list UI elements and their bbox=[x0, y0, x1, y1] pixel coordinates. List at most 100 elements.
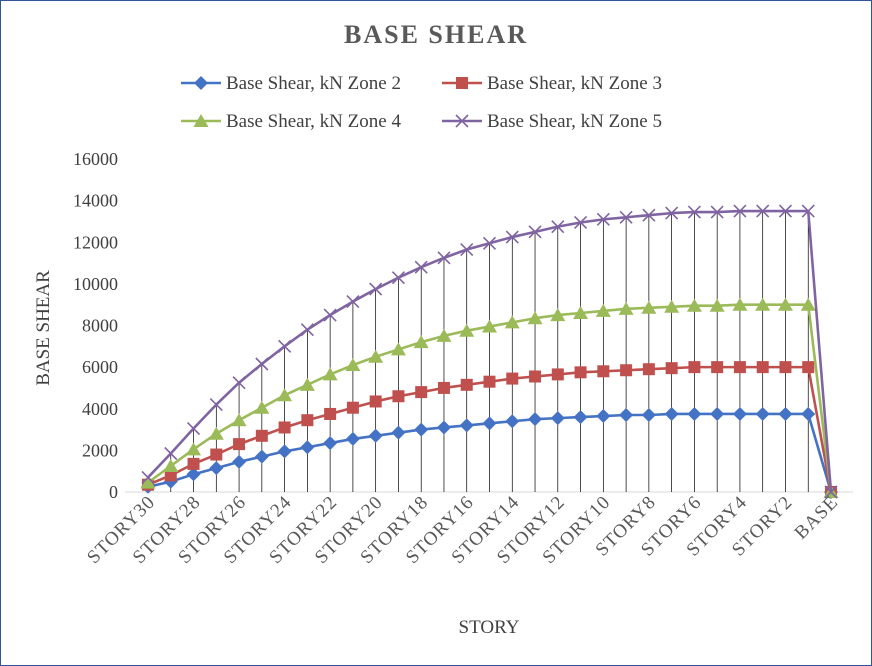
data-point bbox=[414, 260, 428, 274]
data-point bbox=[231, 413, 247, 427]
data-point bbox=[528, 412, 543, 427]
data-point bbox=[391, 271, 405, 285]
data-point bbox=[551, 368, 564, 381]
data-point bbox=[824, 485, 838, 499]
data-point bbox=[209, 398, 223, 412]
data-point bbox=[187, 457, 200, 470]
data-point bbox=[573, 410, 588, 425]
data-point bbox=[208, 426, 224, 440]
data-point bbox=[733, 204, 747, 218]
data-point bbox=[596, 212, 610, 226]
data-point bbox=[755, 406, 770, 421]
data-point bbox=[664, 406, 679, 421]
data-point bbox=[323, 436, 338, 451]
x-axis-title: STORY bbox=[459, 617, 520, 638]
drop-lines bbox=[147, 211, 809, 492]
data-point bbox=[574, 215, 588, 230]
data-point bbox=[300, 440, 315, 455]
data-point bbox=[186, 421, 201, 436]
data-point bbox=[368, 349, 384, 363]
data-point bbox=[620, 364, 633, 377]
data-point bbox=[777, 297, 793, 311]
data-point bbox=[299, 377, 315, 391]
data-point bbox=[778, 406, 793, 421]
data-point bbox=[324, 407, 337, 420]
data-point bbox=[437, 381, 450, 394]
data-point bbox=[232, 454, 247, 469]
data-point bbox=[529, 370, 542, 383]
legend-marker bbox=[456, 77, 468, 89]
data-point bbox=[210, 448, 223, 461]
y-tick-label: 2000 bbox=[82, 440, 118, 460]
data-point bbox=[686, 298, 702, 312]
y-axis-title: BASE SHEAR bbox=[33, 270, 54, 386]
data-point bbox=[277, 444, 292, 459]
data-point bbox=[732, 297, 748, 311]
x-tick-label: BASE bbox=[791, 492, 843, 544]
data-point bbox=[755, 297, 771, 311]
data-point bbox=[618, 301, 634, 315]
data-point bbox=[802, 361, 815, 374]
data-point bbox=[390, 342, 406, 356]
data-point bbox=[642, 208, 656, 222]
y-tick-label: 8000 bbox=[82, 316, 118, 336]
data-point bbox=[345, 358, 361, 372]
data-point bbox=[528, 225, 542, 239]
data-point bbox=[482, 236, 497, 250]
data-point bbox=[778, 204, 793, 218]
legend-label: Base Shear, kN Zone 5 bbox=[487, 111, 662, 132]
data-point bbox=[665, 206, 679, 220]
data-point bbox=[186, 467, 201, 482]
y-axis-ticks: 0 2000 4000 6000 8000 10000 12000 14000 16000 bbox=[73, 149, 118, 502]
data-point bbox=[414, 422, 429, 437]
data-point bbox=[254, 449, 269, 464]
y-tick-label: 10000 bbox=[73, 274, 118, 294]
data-point bbox=[346, 295, 360, 309]
data-point bbox=[392, 390, 405, 403]
series-group bbox=[140, 204, 839, 499]
data-point bbox=[368, 428, 383, 443]
data-point bbox=[391, 425, 406, 440]
data-point bbox=[756, 361, 769, 374]
data-point bbox=[482, 416, 497, 431]
legend-label: Base Shear, kN Zone 2 bbox=[226, 73, 401, 94]
data-point bbox=[619, 407, 634, 422]
data-point bbox=[369, 395, 382, 408]
data-point bbox=[506, 372, 519, 385]
data-point bbox=[459, 323, 475, 337]
data-point bbox=[505, 230, 519, 244]
data-point bbox=[642, 363, 655, 376]
data-point bbox=[779, 361, 792, 374]
data-point bbox=[801, 204, 815, 218]
data-point bbox=[505, 414, 520, 429]
data-point bbox=[323, 308, 337, 322]
data-point bbox=[801, 406, 816, 421]
data-point bbox=[711, 361, 724, 374]
data-point bbox=[322, 367, 338, 381]
data-point bbox=[255, 429, 268, 442]
y-tick-label: 4000 bbox=[82, 399, 118, 419]
data-point bbox=[436, 420, 451, 435]
data-point bbox=[665, 362, 678, 375]
data-point bbox=[732, 406, 747, 421]
data-point bbox=[300, 323, 314, 337]
data-point bbox=[710, 406, 725, 421]
data-point bbox=[483, 375, 496, 388]
data-point bbox=[733, 361, 746, 374]
data-point bbox=[687, 205, 701, 219]
y-tick-label: 16000 bbox=[73, 149, 118, 169]
legend-label: Base Shear, kN Zone 4 bbox=[226, 111, 401, 132]
legend: Base Shear, kN Zone 2 Base Shear, kN Zone… bbox=[181, 73, 662, 132]
data-point bbox=[186, 442, 202, 456]
data-point bbox=[688, 361, 701, 374]
data-point bbox=[641, 407, 656, 422]
data-point bbox=[140, 475, 156, 489]
y-tick-label: 14000 bbox=[73, 191, 118, 211]
data-point bbox=[232, 376, 246, 390]
data-point bbox=[436, 328, 452, 342]
data-point bbox=[709, 298, 725, 312]
legend-marker bbox=[193, 114, 209, 127]
data-point bbox=[209, 461, 224, 476]
